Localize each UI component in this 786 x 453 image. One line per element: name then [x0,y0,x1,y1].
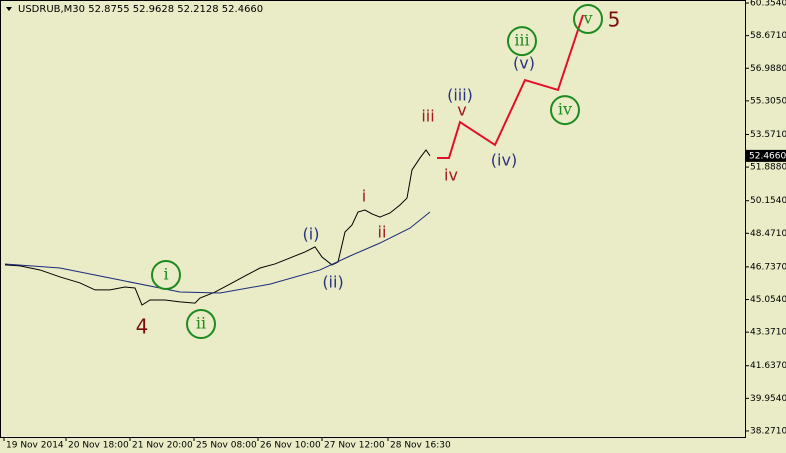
series-line [4,211,431,294]
x-tick-label: 26 Nov 10:00 [260,441,321,451]
wave-label: (i) [303,225,320,244]
wave-label: iii [514,31,529,50]
y-tick-label: 58.6710 [750,31,786,41]
y-tick-label: 55.3050 [750,96,786,106]
last-price-label: 52.4660 [749,151,786,161]
wave-label: (ii) [322,272,343,291]
wave-label: ii [196,314,206,333]
menu-arrow [6,7,12,11]
wave-label: (iii) [447,85,473,104]
wave-label: v [582,8,592,27]
y-tick-label: 51.8880 [750,163,786,173]
wave-label: (iv) [491,151,517,170]
wave-circle [573,3,603,34]
y-tick-label: 53.5710 [750,130,786,140]
wave-label: i [362,187,366,206]
wave-circle [151,259,181,290]
wave-label: v [457,101,466,120]
y-tick-label: 39.9540 [750,394,786,404]
wave-label: iv [558,100,572,119]
x-tick-label: 25 Nov 08:00 [196,441,257,451]
plot-frame [0,0,746,438]
x-tick-label: 20 Nov 18:00 [68,441,129,451]
last-price-box [746,149,786,162]
wave-circle [186,309,216,340]
x-tick-label: 27 Nov 12:00 [324,441,385,451]
x-tick-label: 28 Nov 16:30 [390,441,451,451]
y-tick-label: 41.6370 [750,361,786,371]
wave-label: ii [378,222,387,241]
x-tick-label: 21 Nov 20:00 [132,441,193,451]
y-tick-label: 38.2710 [750,426,786,436]
y-tick-label: 46.7370 [750,262,786,272]
wave-label: i [163,264,168,283]
wave-label: iv [444,165,458,184]
chart-title: USDRUB,M30 52.8755 52.9628 52.2128 52.46… [18,4,263,15]
wave-label: iii [421,107,434,126]
wave-label: 4 [136,314,149,338]
wave-circle [550,95,580,126]
wave-label: (v) [513,53,535,72]
wave-circle [507,26,537,57]
y-tick-label: 48.4710 [750,229,786,239]
y-tick-label: 43.3710 [750,328,786,338]
y-tick-label: 45.0540 [750,295,786,305]
y-tick-label: 56.9880 [750,64,786,74]
series-line [437,14,584,159]
y-tick-label: 50.1540 [750,196,786,206]
y-tick-label: 60.3540 [750,0,786,9]
wave-label: 5 [608,7,621,31]
x-tick-label: 19 Nov 2014 [6,441,64,451]
series-line [4,149,431,306]
